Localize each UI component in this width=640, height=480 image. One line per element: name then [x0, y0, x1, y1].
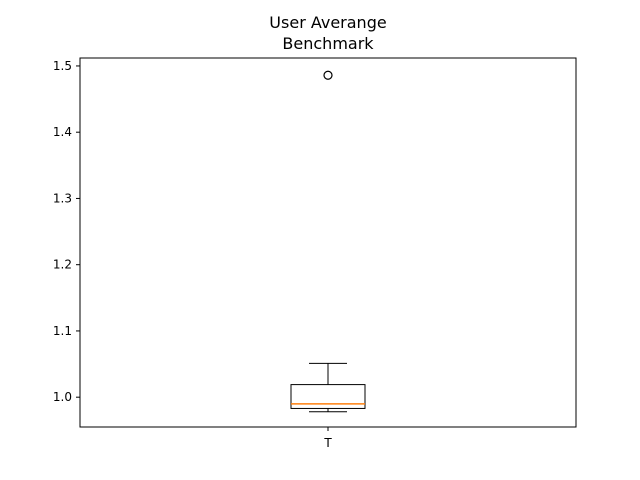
y-tick-label-4: 1.4 — [53, 125, 72, 139]
chart-title-line-1: User Averange — [269, 13, 386, 32]
chart-title-line-2: Benchmark — [282, 34, 374, 53]
iqr-box — [290, 384, 366, 409]
x-tick-label-0: T — [323, 436, 332, 450]
outlier-point-0 — [323, 70, 333, 80]
y-tick-label-1: 1.1 — [53, 324, 72, 338]
y-tick-label-3: 1.3 — [53, 191, 72, 205]
y-tick-label-0: 1.0 — [53, 390, 72, 404]
y-tick-label-5: 1.5 — [53, 59, 72, 73]
y-tick-label-2: 1.2 — [53, 258, 72, 272]
plot-area: 1.0 1.1 1.2 1.3 1.4 1.5 T — [53, 57, 577, 450]
